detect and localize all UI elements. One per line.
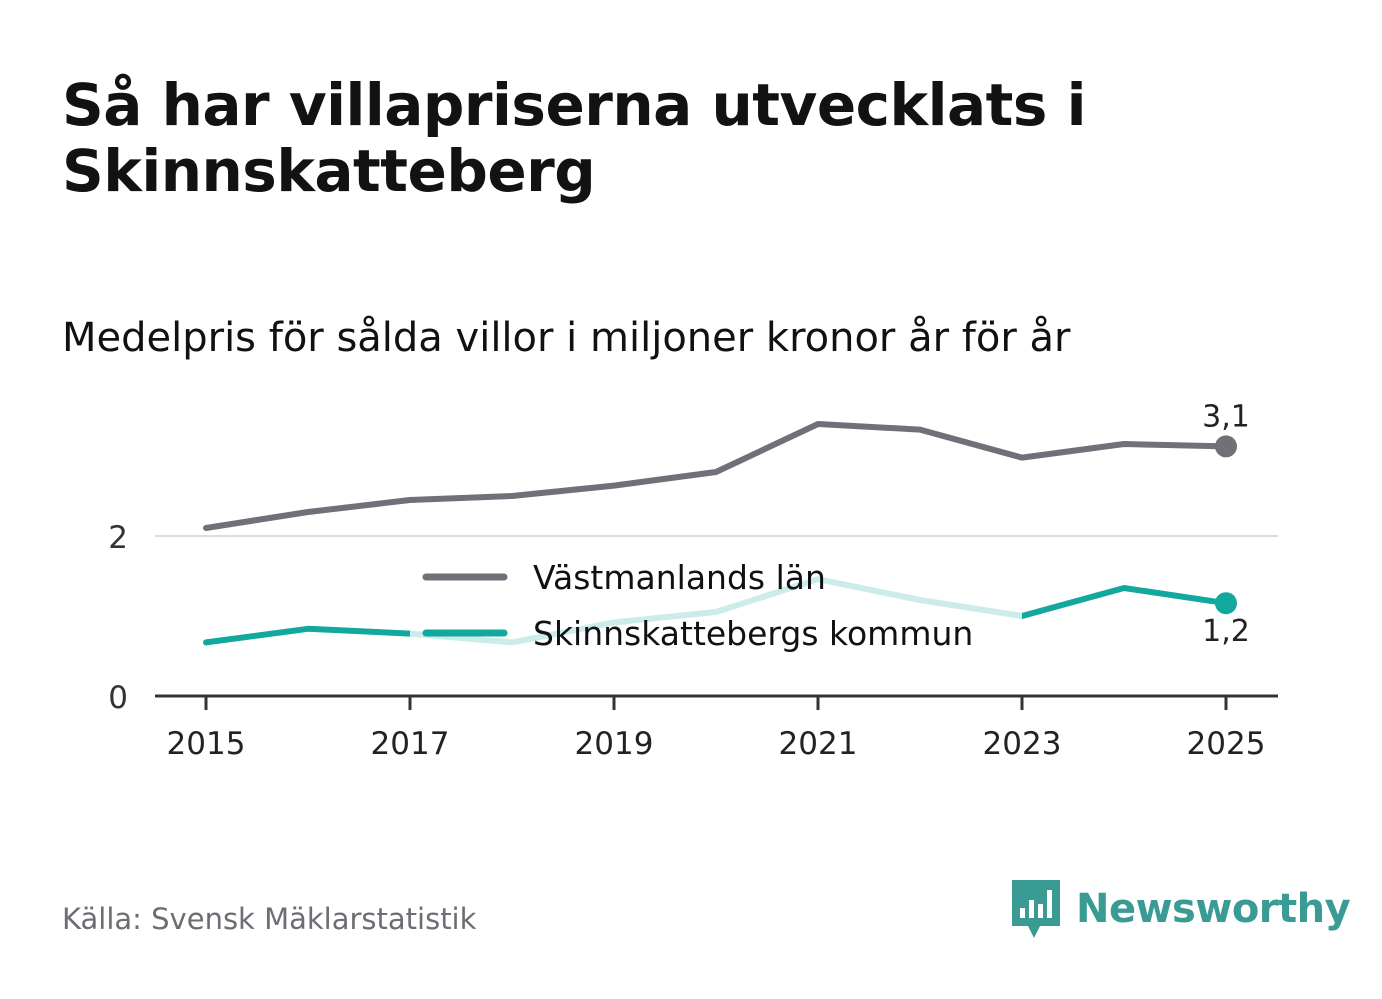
x-tick-label: 2021 — [779, 726, 858, 762]
x-tick-label: 2017 — [371, 726, 450, 762]
x-tick-label: 2019 — [575, 726, 654, 762]
legend-backdrop — [410, 552, 1022, 656]
legend: Västmanlands län Skinnskattebergs kommun — [410, 552, 1022, 656]
x-tick-label: 2015 — [167, 726, 246, 762]
legend-label-2: Skinnskattebergs kommun — [533, 614, 973, 653]
legend-label-1: Västmanlands län — [533, 558, 826, 597]
x-tick-label: 2023 — [983, 726, 1062, 762]
chart-subtitle: Medelpris för sålda villor i miljoner kr… — [62, 315, 1071, 361]
y-tick-label: 0 — [108, 680, 128, 716]
county-series-line — [203, 421, 1229, 531]
end-label-municipality: 1,2 — [1202, 614, 1250, 649]
x-tick-label: 2025 — [1187, 726, 1266, 762]
y-tick-label: 2 — [108, 520, 128, 556]
newsworthy-logo-icon — [1012, 880, 1060, 938]
brand-name: Newsworthy — [1076, 886, 1351, 932]
source-note: Källa: Svensk Mäklarstatistik — [62, 902, 477, 936]
brand-logo: Newsworthy — [1010, 878, 1351, 940]
axes: 0 2 2015 2017 2019 2021 2023 2025 — [108, 520, 1278, 762]
end-label-county: 3,1 — [1202, 399, 1250, 434]
chart-title: Så har villapriserna utvecklats i Skinns… — [62, 71, 1086, 205]
end-labels: 3,1 1,2 — [1202, 399, 1250, 649]
municipality-series-end-marker — [1215, 592, 1237, 615]
county-series-end-marker — [1215, 435, 1237, 458]
